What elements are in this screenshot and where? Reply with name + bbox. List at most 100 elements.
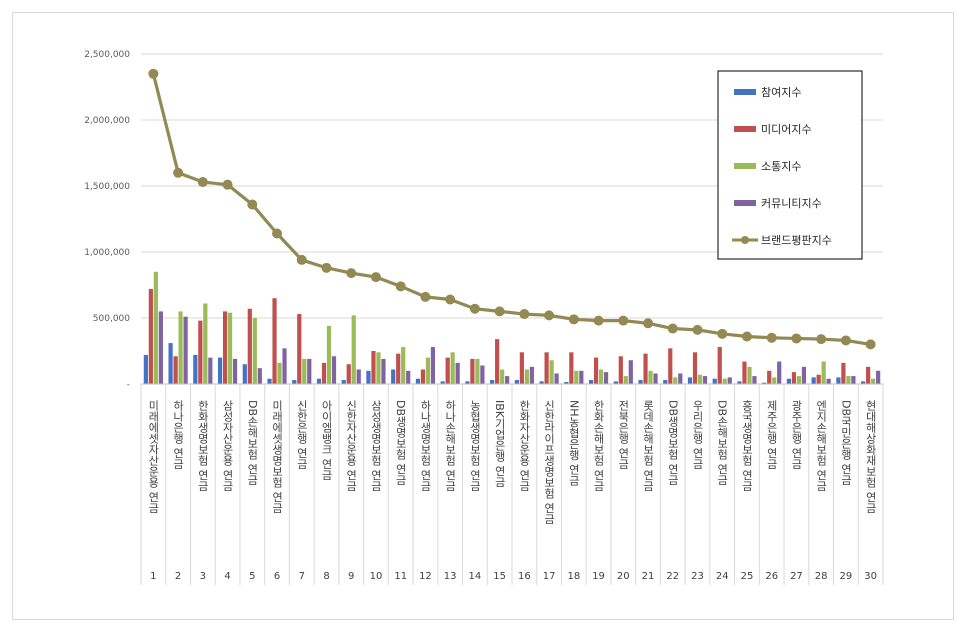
bar bbox=[371, 351, 376, 384]
bar bbox=[297, 314, 302, 384]
bar bbox=[871, 378, 876, 384]
x-tick-label: 농협생명보험 연금 bbox=[468, 400, 481, 492]
rank-label: 29 bbox=[840, 571, 853, 582]
bar bbox=[747, 366, 752, 384]
y-tick-label: 2,000,000 bbox=[84, 116, 130, 126]
bar bbox=[569, 352, 574, 384]
x-tick-label: IBK기업은행 연금 bbox=[493, 400, 506, 488]
bar bbox=[692, 352, 698, 384]
bar bbox=[772, 377, 777, 384]
legend-swatch bbox=[734, 200, 756, 206]
bar bbox=[801, 366, 807, 384]
bar bbox=[876, 370, 881, 384]
x-tick-label: DB국민은행 연금 bbox=[839, 400, 852, 486]
rank-label: 9 bbox=[348, 571, 354, 582]
bar bbox=[544, 352, 549, 384]
bar bbox=[836, 377, 841, 384]
line-point bbox=[445, 294, 456, 305]
bar bbox=[203, 303, 208, 384]
line-point bbox=[667, 323, 678, 334]
bar bbox=[381, 358, 386, 384]
legend-swatch bbox=[734, 126, 756, 132]
bar bbox=[495, 339, 500, 384]
line-point bbox=[395, 281, 406, 292]
bar bbox=[727, 377, 732, 384]
bar bbox=[742, 361, 747, 384]
line-point bbox=[643, 318, 654, 329]
bar bbox=[767, 370, 772, 384]
rank-label: 28 bbox=[815, 571, 828, 582]
rank-label: 14 bbox=[469, 571, 482, 582]
rank-label: 3 bbox=[200, 571, 206, 582]
rank-label: 26 bbox=[765, 571, 778, 582]
bar bbox=[702, 376, 708, 384]
x-tick-label: 제주은행 연금 bbox=[765, 400, 778, 470]
line-point bbox=[296, 254, 307, 265]
bar bbox=[851, 376, 856, 384]
bar bbox=[316, 378, 322, 384]
bar bbox=[697, 374, 703, 384]
bar bbox=[786, 378, 792, 384]
bar bbox=[712, 378, 717, 384]
rank-label: 11 bbox=[394, 571, 407, 582]
line-point bbox=[321, 262, 332, 273]
bar bbox=[588, 380, 594, 384]
bar bbox=[574, 370, 579, 384]
bar bbox=[232, 358, 238, 384]
bar bbox=[450, 352, 455, 384]
y-tick-label: - bbox=[127, 380, 130, 390]
bar bbox=[796, 376, 802, 384]
bar bbox=[623, 376, 628, 384]
bar bbox=[539, 381, 544, 384]
bar bbox=[168, 343, 173, 384]
y-tick-label: 2,500,000 bbox=[84, 50, 130, 60]
rank-label: 8 bbox=[323, 571, 329, 582]
bar bbox=[490, 380, 495, 384]
bar bbox=[821, 361, 826, 384]
line-point bbox=[544, 310, 555, 321]
rank-label: 13 bbox=[444, 571, 457, 582]
bar bbox=[277, 362, 282, 384]
x-tick-label: 하나은행 연금 bbox=[172, 399, 185, 470]
rank-label: 18 bbox=[567, 571, 580, 582]
bar bbox=[668, 348, 673, 384]
x-tick-label: 미래에셋자산운용 연금 bbox=[147, 400, 160, 514]
x-tick-label: DB손해보험 연금 bbox=[716, 400, 729, 486]
bar bbox=[222, 311, 228, 384]
bar bbox=[272, 298, 277, 384]
bar bbox=[579, 370, 584, 384]
bar bbox=[500, 369, 505, 384]
bar bbox=[247, 308, 252, 384]
x-tick-label: DB생명보험 연금 bbox=[666, 400, 679, 486]
bar bbox=[282, 348, 287, 384]
rank-label: 30 bbox=[864, 571, 877, 582]
line-point bbox=[840, 335, 851, 346]
y-axis: - 500,000 1,000,000 1,500,000 2,000,000 2,500… bbox=[84, 50, 130, 390]
bar bbox=[455, 362, 460, 384]
x-tick-label: 하나생명보험 연금 bbox=[419, 399, 432, 492]
x-tick-label: 신한은행 연금 bbox=[295, 400, 308, 470]
line-point bbox=[568, 314, 579, 325]
legend-entry: 브랜드평판지수 bbox=[761, 234, 832, 247]
x-tick-label: 롯데손해보험 연금 bbox=[642, 400, 655, 492]
bar bbox=[292, 380, 297, 384]
bar bbox=[425, 357, 431, 384]
rank-label: 1 bbox=[150, 571, 156, 582]
rank-label: 15 bbox=[493, 571, 506, 582]
x-tick-label: 한화자산운용 연금 bbox=[518, 400, 531, 492]
legend-entry: 소통지수 bbox=[761, 160, 801, 173]
bar bbox=[673, 377, 678, 384]
line-point bbox=[816, 334, 827, 345]
bar bbox=[841, 362, 846, 384]
bar bbox=[326, 325, 332, 384]
x-tick-label: 신한자산운용 연금 bbox=[345, 400, 358, 492]
bar bbox=[143, 354, 148, 384]
bar bbox=[440, 381, 445, 384]
bar bbox=[593, 357, 599, 384]
rank-label: 23 bbox=[691, 571, 704, 582]
line-point bbox=[519, 309, 530, 320]
bar bbox=[519, 352, 524, 384]
legend-swatch bbox=[734, 163, 756, 169]
rank-label: 6 bbox=[274, 571, 280, 582]
bar bbox=[638, 380, 643, 384]
